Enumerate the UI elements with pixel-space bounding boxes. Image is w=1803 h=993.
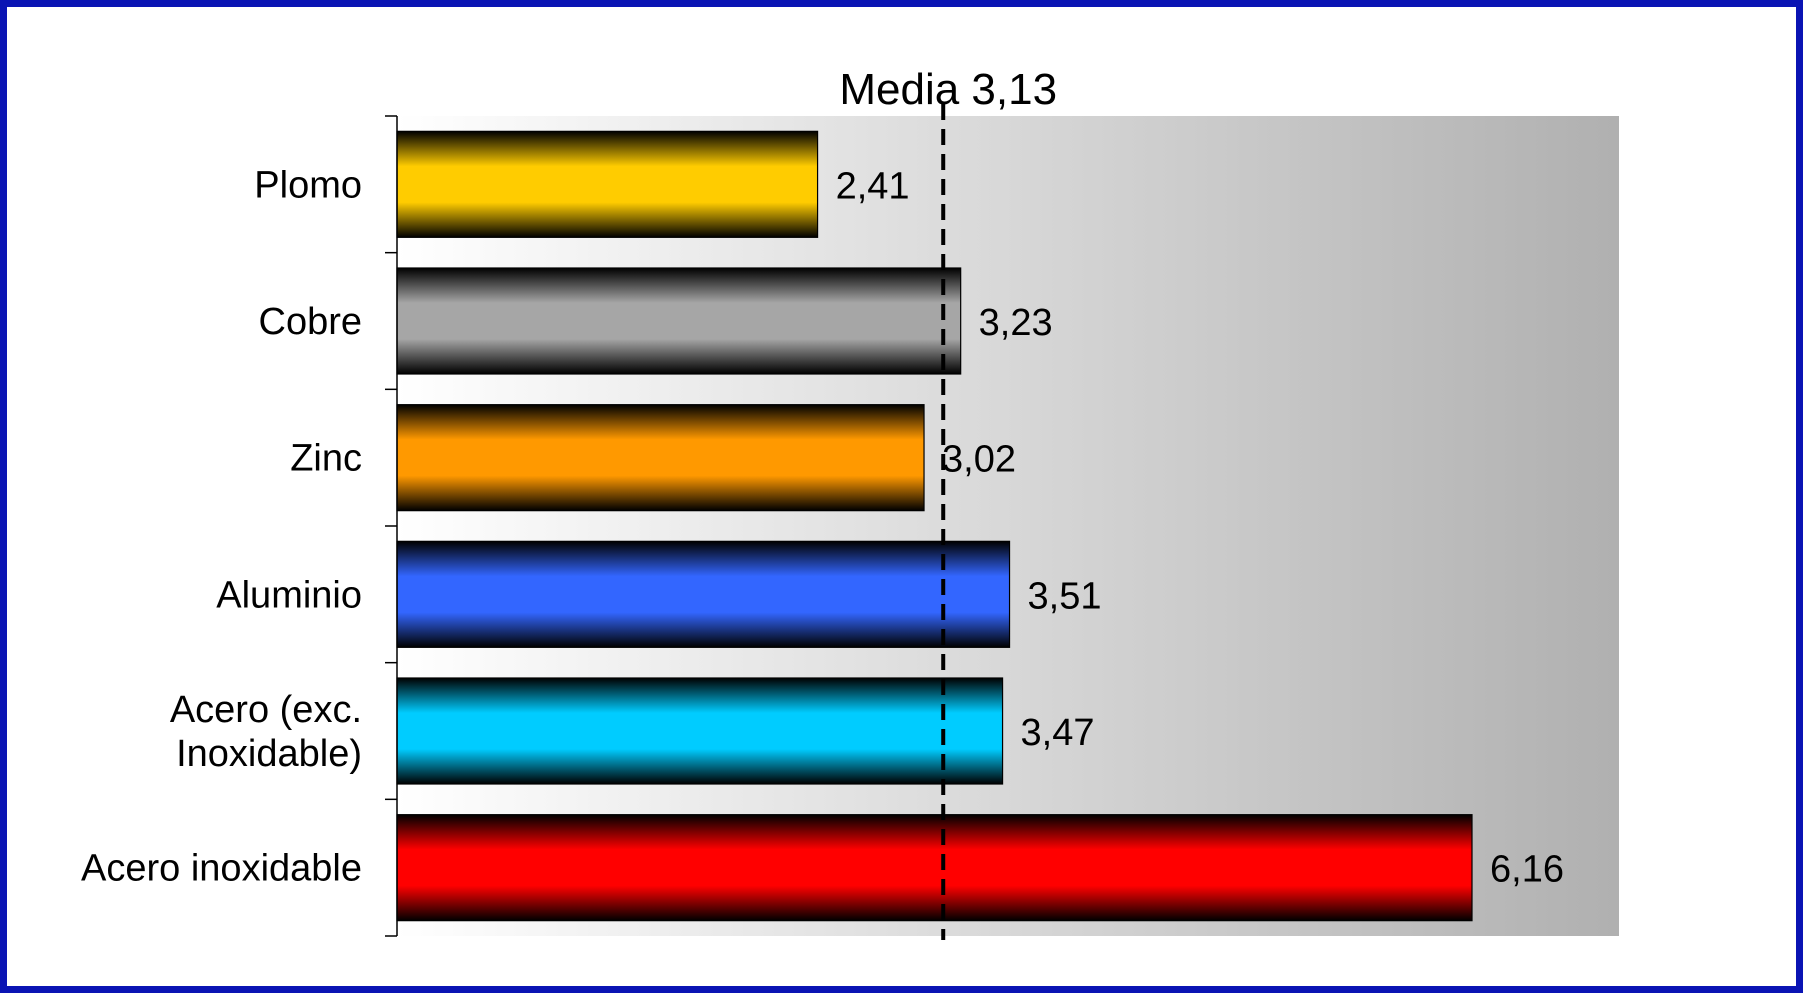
category-label: Acero (exc. Inoxidable) [170, 689, 362, 775]
value-label: 3,47 [1021, 712, 1095, 754]
category-axis [385, 115, 398, 937]
value-label: 2,41 [836, 165, 910, 207]
bar-cobre [396, 267, 962, 375]
bar-plomo [396, 130, 819, 238]
category-label: Zinc [290, 438, 362, 480]
value-label: 3,02 [942, 439, 1016, 481]
category-label: Acero inoxidable [81, 848, 362, 890]
value-label: 3,23 [979, 302, 1053, 344]
bars-group [396, 130, 1473, 922]
value-labels: 2,41 3,23 3,02 3,51 3,47 6,16 [836, 165, 1564, 890]
plot-area [397, 116, 1619, 936]
value-label: 3,51 [1028, 575, 1102, 617]
category-label: Plomo [254, 164, 362, 206]
bar-aluminio [396, 540, 1011, 648]
bar-zinc [396, 404, 925, 512]
bar-acero-inoxidable [396, 814, 1473, 922]
mean-label: Media 3,13 [839, 65, 1057, 114]
category-labels: Plomo Cobre Zinc Aluminio Acero (exc. Inoxida… [81, 164, 362, 889]
category-label: Aluminio [216, 574, 362, 616]
category-label: Cobre [259, 301, 363, 343]
value-label: 6,16 [1490, 849, 1564, 891]
bar-acero-exc-inoxidable [396, 677, 1004, 785]
